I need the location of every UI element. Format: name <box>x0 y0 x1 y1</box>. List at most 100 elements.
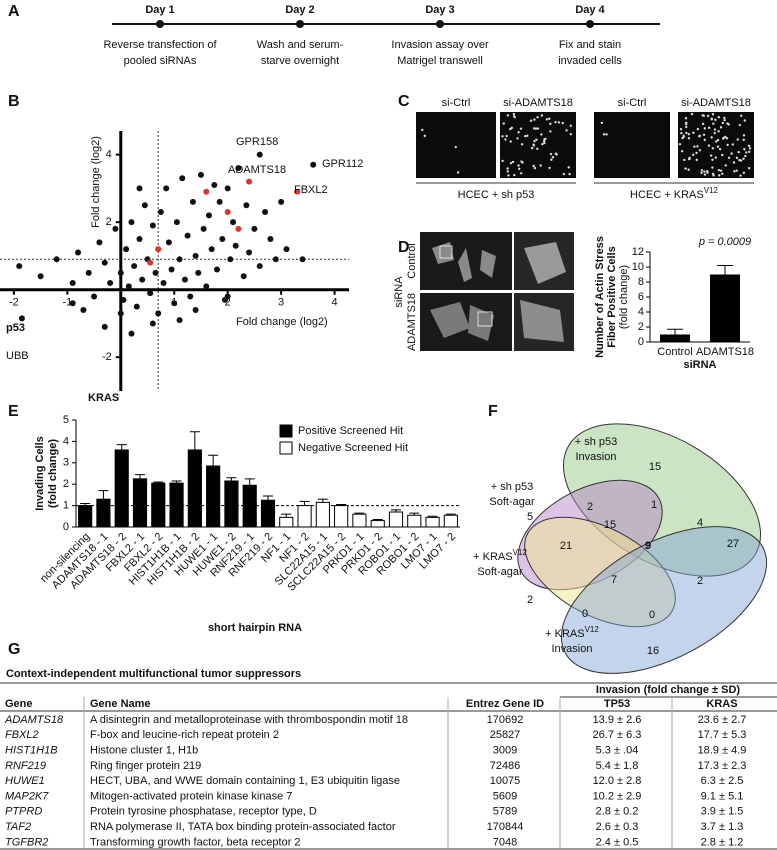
set-label-sup: V12 <box>513 548 528 557</box>
cell-dot <box>549 130 552 133</box>
cell-dot <box>551 156 555 159</box>
cell-dot <box>605 133 608 136</box>
x-tick-label: -2 <box>9 297 19 309</box>
region-count: 16 <box>647 645 659 657</box>
point <box>235 165 242 172</box>
cell-dot <box>511 160 515 164</box>
error-bar <box>153 481 164 484</box>
x-tick-label: 2 <box>225 297 231 309</box>
cell-dot <box>524 134 527 138</box>
error-bar <box>116 444 127 450</box>
point <box>136 185 143 192</box>
point <box>141 202 148 209</box>
annotation: p = 0.0009 <box>698 236 751 248</box>
region-count: 15 <box>604 519 616 531</box>
cell: HUWE1 <box>5 775 45 787</box>
cell-dot <box>716 145 720 148</box>
bar <box>260 499 276 528</box>
cell-dot <box>710 118 713 121</box>
error-bar <box>135 474 145 479</box>
cell-dot <box>706 169 709 173</box>
panel-label: E <box>8 403 19 420</box>
cell: 2.4 ± 0.5 <box>596 836 639 848</box>
point <box>53 256 60 263</box>
cell-dot <box>723 116 726 120</box>
cell-dot <box>683 158 686 162</box>
cells <box>524 242 566 284</box>
error-bar <box>208 454 219 467</box>
point <box>155 246 162 253</box>
cell-dot <box>533 118 536 121</box>
cell-dot <box>501 135 504 138</box>
point <box>176 317 183 324</box>
cell: 12.0 ± 2.8 <box>593 775 642 787</box>
region-count: 1 <box>651 499 657 511</box>
region-count: 4 <box>697 517 703 529</box>
cell: ADAMTS18 <box>4 714 64 726</box>
cell: 5609 <box>493 790 517 802</box>
cell-dot <box>685 131 688 135</box>
venn-set <box>524 516 676 628</box>
point <box>203 283 210 290</box>
day-label: Day 1 <box>145 4 174 16</box>
bar <box>425 516 440 528</box>
cell-dot <box>693 145 696 148</box>
cell: 23.6 ± 2.7 <box>698 714 747 726</box>
x-axis-label: siRNA <box>683 359 716 371</box>
cell-dot <box>510 126 513 130</box>
cell: Mitogen-activated protein kinase kinase … <box>90 790 292 802</box>
point <box>165 239 172 246</box>
y-tick-label: 2 <box>106 216 112 228</box>
annotation: GPR112 <box>322 158 363 170</box>
table-title: Context-independent multifunctional tumo… <box>6 668 301 680</box>
cell-dot <box>717 168 721 172</box>
set-label-sup: V12 <box>585 625 600 634</box>
cell-dot <box>714 118 717 121</box>
cell-dot <box>698 149 702 152</box>
cell: 17.7 ± 5.3 <box>698 729 747 741</box>
cell-dot <box>507 174 510 177</box>
set-label: + KRASV12 <box>473 548 527 563</box>
point <box>192 252 199 259</box>
point <box>117 269 124 276</box>
point <box>246 178 253 185</box>
point <box>283 246 290 253</box>
cells <box>520 300 564 342</box>
cell-dot <box>692 131 695 135</box>
point <box>205 212 212 219</box>
point <box>235 225 242 232</box>
cell-dot <box>711 166 714 169</box>
cell: 3.7 ± 1.3 <box>701 821 744 833</box>
y-axis-label: (fold change) <box>47 439 59 508</box>
bar <box>370 520 385 528</box>
point <box>101 259 108 266</box>
cell-dot <box>702 133 706 137</box>
cell-dot <box>727 123 730 126</box>
cell: 17.3 ± 2.3 <box>698 760 747 772</box>
bar <box>443 514 458 528</box>
cell-dot <box>737 150 740 154</box>
cell-dot <box>542 140 546 143</box>
set-label-main: + sh p53 <box>491 481 534 493</box>
cell: 10075 <box>490 775 521 787</box>
day-text: pooled siRNAs <box>124 55 197 67</box>
point <box>251 225 258 232</box>
cell-dot <box>723 118 726 122</box>
day-text: Wash and serum- <box>257 39 344 51</box>
region-count: 7 <box>611 574 617 586</box>
point <box>91 293 98 300</box>
timeline-dot <box>296 20 304 28</box>
point <box>152 269 159 276</box>
group-label: HCEC + sh p53 <box>458 189 535 201</box>
cell: FBXL2 <box>5 729 39 741</box>
cell: MAP2K7 <box>5 790 49 802</box>
cell-dot <box>520 160 523 163</box>
cell-dot <box>711 147 715 150</box>
point <box>173 219 180 226</box>
cell-dot <box>696 127 700 131</box>
cell-dot <box>739 174 742 177</box>
point <box>200 225 207 232</box>
y-axis-label: Number of Actin Stress <box>594 236 606 358</box>
cell-dot <box>502 122 505 125</box>
micrographs-d <box>420 232 574 351</box>
